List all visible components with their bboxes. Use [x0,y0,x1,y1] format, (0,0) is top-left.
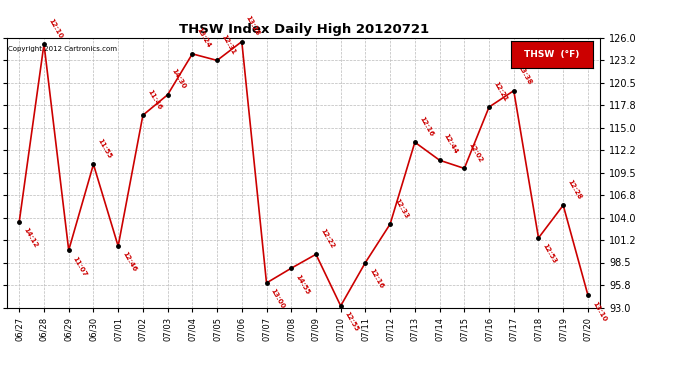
Text: 12:16: 12:16 [418,116,434,137]
Text: 12:28: 12:28 [566,178,582,200]
Text: 11:55: 11:55 [97,137,112,159]
Text: 12:55: 12:55 [344,311,359,333]
Text: 13:00: 13:00 [270,288,286,310]
Text: 13:28: 13:28 [245,15,261,37]
Title: THSW Index Daily High 20120721: THSW Index Daily High 20120721 [179,23,428,36]
Text: 12:16: 12:16 [368,267,384,290]
Text: 12:31: 12:31 [220,33,236,56]
Text: 11:07: 11:07 [72,255,88,278]
Text: 12:02: 12:02 [467,141,484,164]
Text: 12:22: 12:22 [319,228,335,249]
Text: 12:33: 12:33 [393,197,409,219]
Text: 13:10: 13:10 [591,300,607,322]
Text: 12:21: 12:21 [492,80,509,102]
Text: Copyright 2012 Cartronics.com: Copyright 2012 Cartronics.com [8,46,117,52]
Text: 14:12: 14:12 [22,226,39,249]
Text: 13:24: 13:24 [195,27,212,49]
Text: 12:10: 12:10 [47,17,63,39]
Text: 14:55: 14:55 [294,273,310,295]
Text: 12:53: 12:53 [542,243,558,265]
Text: 12:44: 12:44 [442,133,459,155]
Text: THSW  (°F): THSW (°F) [524,50,580,59]
Text: 11:46: 11:46 [146,88,162,110]
Text: 13:38: 13:38 [517,63,533,86]
Text: 14:30: 14:30 [170,68,187,90]
Text: 12:46: 12:46 [121,251,137,273]
